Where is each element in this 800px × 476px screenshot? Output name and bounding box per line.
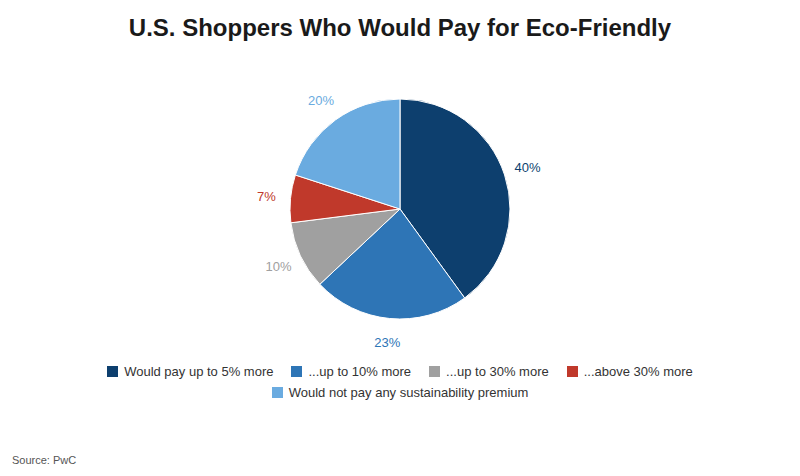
html-text:Source: PwC: Source: PwC [12,454,77,466]
html-text:Would pay up to 5% more: Would pay up to 5% more [124,364,274,379]
html-text:Would not pay any sustainabili: Would not pay any sustainability premium [288,385,529,400]
html-text:...up to 30% more: ...up to 30% more [446,364,549,379]
svg-text:20%: 20% [308,93,334,108]
html-text:...up to 10% more: ...up to 10% more [308,364,412,379]
svg-text:40%: 40% [515,160,541,175]
html-text:...above 30% more: ...above 30% more [583,364,693,379]
svg-text:10%: 10% [266,259,292,274]
svg-text:7%: 7% [257,189,276,204]
html-text:U.S. Shoppers Who Would Pay fo: U.S. Shoppers Who Would Pay for Eco-Frie… [128,14,672,41]
svg-text:23%: 23% [374,335,400,350]
